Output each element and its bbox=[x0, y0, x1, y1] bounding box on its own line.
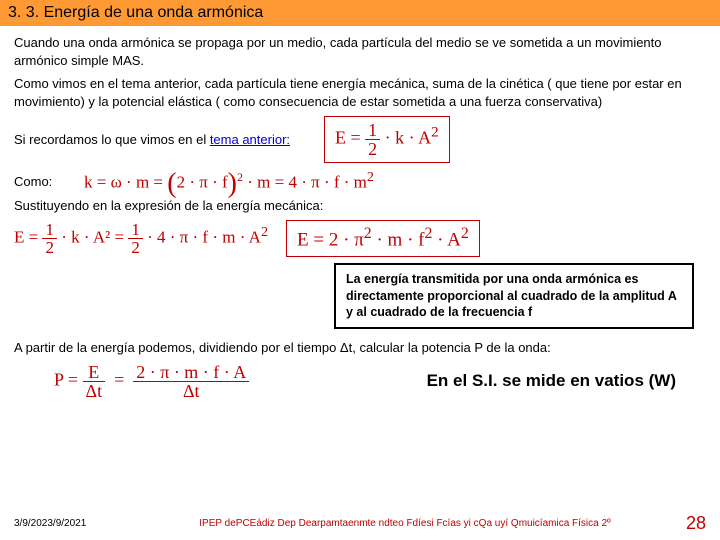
paragraph-2: Como vimos en el tema anterior, cada par… bbox=[14, 75, 706, 110]
footer-date: 3/9/2023/9/2021 bbox=[14, 518, 144, 529]
section-title: 3. 3. Energía de una onda armónica bbox=[0, 0, 720, 26]
formula-energy-expanded: E = 12 · k · A² = 12 · 4 · π · f · m · A… bbox=[14, 221, 268, 256]
prev-topic-link[interactable]: tema anterior: bbox=[210, 132, 290, 147]
paragraph-sust: Sustituyendo en la expresión de la energ… bbox=[14, 197, 706, 215]
page-number: 28 bbox=[666, 513, 706, 534]
content-area: Cuando una onda armónica se propaga por … bbox=[0, 26, 720, 400]
formula-power: P = EΔt = 2 · π · m · f · AΔt bbox=[54, 363, 249, 400]
paragraph-power: A partir de la energía podemos, dividien… bbox=[14, 339, 706, 357]
paragraph-1: Cuando una onda armónica se propaga por … bbox=[14, 34, 706, 69]
si-units-text: En el S.I. se mide en vatios (W) bbox=[427, 371, 676, 391]
conclusion-box: La energía transmitida por una onda armó… bbox=[334, 263, 694, 330]
footer-center: IPEP dePCEádiz Dep Dearpamtaenmte ndteo … bbox=[144, 518, 666, 529]
como-label: Como: bbox=[14, 174, 74, 189]
formula-energy-result: E = 2 · π2 · m · f2 · A2 bbox=[286, 220, 480, 256]
formula-k: k = ω · m = (2 · π · f)2 · m = 4 · π · f… bbox=[84, 169, 374, 193]
footer: 3/9/2023/9/2021 IPEP dePCEádiz Dep Dearp… bbox=[0, 513, 720, 534]
recall-line: Si recordamos lo que vimos en el tema an… bbox=[14, 132, 314, 147]
formula-energy-basic: E = 12 · k · A2 bbox=[324, 116, 450, 163]
